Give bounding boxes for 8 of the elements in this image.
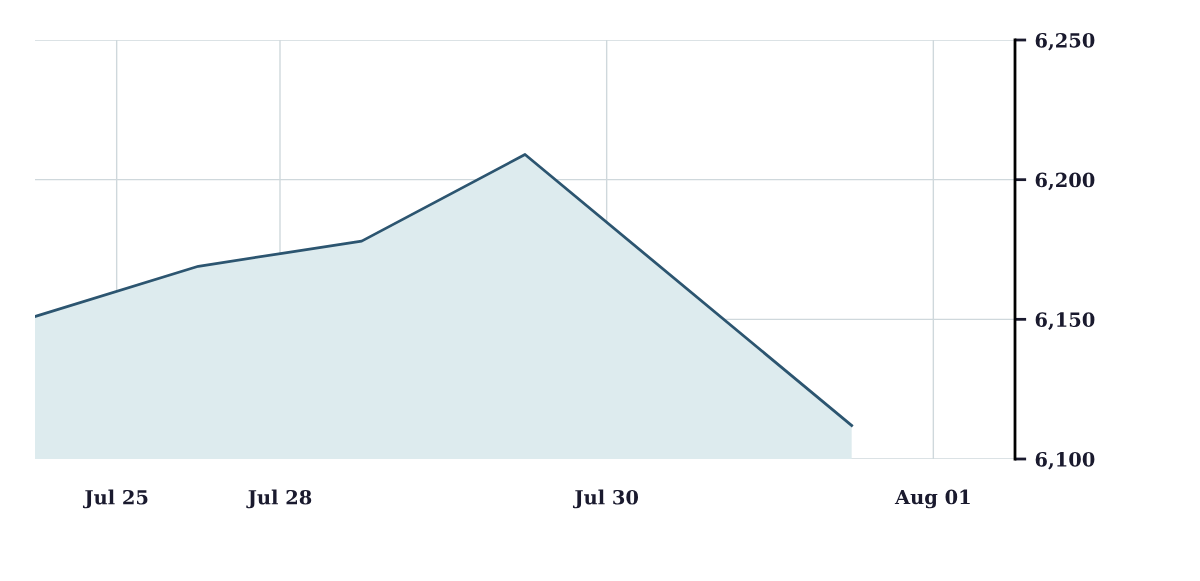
x-tick-label: Jul 30: [572, 489, 639, 509]
x-tick-label: Jul 28: [246, 489, 312, 509]
y-tick-label: 6,200: [1035, 172, 1095, 191]
y-tick-label: 6,100: [1035, 451, 1095, 470]
y-tick-label: 6,250: [1035, 32, 1095, 51]
x-tick-label: Jul 25: [82, 489, 148, 509]
y-tick-label: 6,150: [1035, 312, 1095, 330]
x-tick-label: Aug 01: [894, 489, 970, 509]
